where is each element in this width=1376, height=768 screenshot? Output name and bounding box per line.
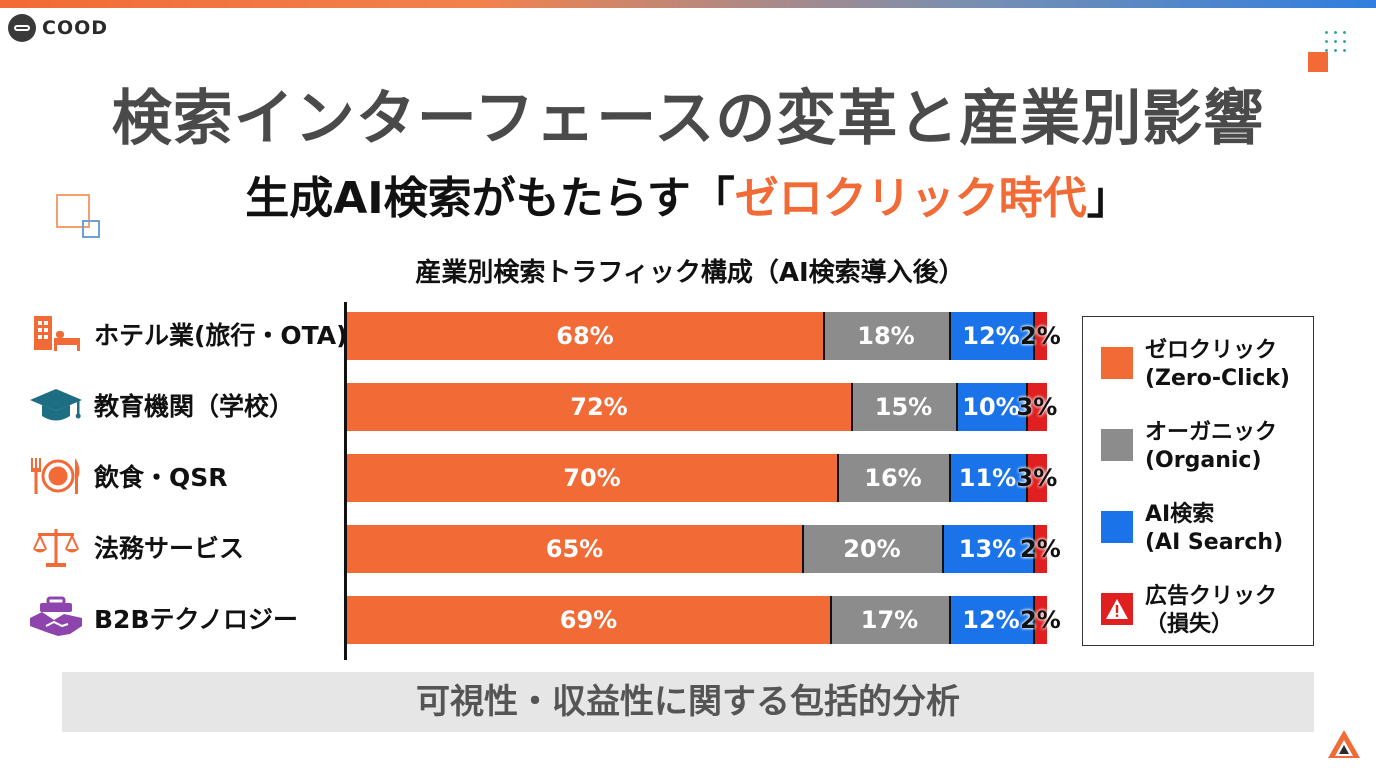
segment-value-label: 10% (962, 393, 1020, 421)
segment-ai-search (956, 383, 1026, 431)
orange-square-icon (1101, 347, 1133, 379)
legend-text: 広告クリック （損失） (1145, 583, 1277, 639)
segment-value-label: 3% (1016, 393, 1058, 421)
scales-icon (26, 523, 86, 571)
bar-track-food: 70% 16% 11% 3% (347, 454, 1057, 502)
segment-value-label: 17% (860, 606, 919, 634)
segment-ai-search (942, 525, 1033, 573)
legend-item-ai-search: AI検索 (AI Search) (1101, 501, 1283, 557)
segment-value-label: 69% (559, 606, 618, 634)
segment-value-label: 18% (857, 322, 915, 350)
segment-organic (851, 383, 956, 431)
chart-legend: ゼロクリック (Zero-Click) オーガニック (Organic) AI検… (1082, 316, 1314, 646)
segment-value-label: 72% (570, 393, 628, 421)
bar-track-b2b: 69% 17% 12% 2% (347, 596, 1061, 644)
category-row-b2b: B2Bテクノロジー (26, 594, 298, 642)
legend-line2: (Organic) (1145, 448, 1262, 473)
subtitle-prefix: 生成AI検索がもたらす「 (245, 173, 735, 224)
page-subtitle: 生成AI検索がもたらす「ゼロクリック時代」 (0, 162, 1376, 226)
subtitle-suffix: 」 (1086, 173, 1131, 224)
corner-logo-icon (1328, 730, 1360, 758)
segment-zero-click (347, 312, 823, 360)
y-axis-line (344, 302, 347, 660)
page-title: 検索インターフェースの変革と産業別影響 (111, 84, 1265, 154)
warning-triangle-icon (1101, 593, 1133, 625)
segment-value-label: 68% (556, 322, 614, 350)
segment-value-label: 2% (1020, 322, 1061, 350)
segment-value-label: 70% (563, 464, 621, 492)
segment-ai-search (949, 312, 1033, 360)
bar-track-education: 72% 15% 10% 3% (347, 383, 1057, 431)
handshake-briefcase-icon (26, 594, 86, 642)
segment-value-label: 3% (1016, 464, 1058, 492)
category-row-food: 飲食・QSR (26, 452, 228, 500)
segment-ai-search (949, 454, 1026, 502)
segment-zero-click (347, 454, 837, 502)
logo-text: COOD (42, 17, 109, 39)
segment-value-label: 65% (545, 535, 604, 563)
segment-value-label: 20% (843, 535, 901, 563)
subtitle-highlight: ゼロクリック時代 (734, 173, 1087, 224)
legend-line2: (AI Search) (1145, 530, 1284, 555)
bar-track-legal: 65% 20% 13% 2% (347, 525, 1061, 573)
category-label: 教育機関（学校） (94, 392, 295, 421)
category-label: ホテル業(旅行・OTA) (94, 321, 348, 350)
graduation-cap-icon (26, 381, 86, 429)
segment-value-label: 2% (1020, 535, 1061, 563)
segment-organic (823, 312, 949, 360)
segment-ad-click (1033, 525, 1047, 573)
legend-line1: ゼロクリック (1145, 338, 1278, 363)
category-row-legal: 法務サービス (26, 523, 244, 571)
segment-ai-search (949, 596, 1033, 644)
legend-item-organic: オーガニック (Organic) (1101, 419, 1277, 475)
category-row-education: 教育機関（学校） (26, 381, 294, 429)
decorative-outline-square-small (82, 220, 100, 238)
segment-ad-click (1033, 596, 1047, 644)
legend-text: AI検索 (AI Search) (1145, 501, 1283, 557)
segment-value-label: 12% (962, 606, 1020, 634)
segment-value-label: 15% (874, 393, 933, 421)
category-label: 法務サービス (94, 534, 245, 563)
footer-banner: 可視性・収益性に関する包括的分析 (62, 672, 1314, 732)
chart-title: 産業別検索トラフィック構成（AI検索導入後） (415, 258, 965, 288)
dining-plate-icon (26, 452, 86, 500)
segment-zero-click (347, 525, 802, 573)
segment-value-label: 13% (958, 535, 1017, 563)
segment-organic (837, 454, 949, 502)
legend-line2: （損失） (1145, 612, 1234, 637)
decorative-square (1308, 52, 1328, 72)
legend-line2: (Zero-Click) (1145, 366, 1290, 391)
segment-ad-click (1026, 454, 1047, 502)
hotel-bed-icon (26, 310, 86, 358)
legend-line1: AI検索 (1145, 502, 1215, 527)
segment-zero-click (347, 383, 851, 431)
segment-value-label: 12% (962, 322, 1020, 350)
decorative-outline-square (56, 194, 90, 228)
brand-logo: COOD (8, 12, 108, 44)
legend-line1: 広告クリック (1145, 584, 1278, 609)
legend-text: ゼロクリック (Zero-Click) (1145, 337, 1290, 393)
legend-item-zero-click: ゼロクリック (Zero-Click) (1101, 337, 1290, 393)
segment-zero-click (347, 596, 830, 644)
logo-face-icon (8, 14, 36, 42)
segment-value-label: 11% (958, 464, 1017, 492)
category-row-hotel: ホテル業(旅行・OTA) (26, 310, 348, 358)
segment-value-label: 16% (864, 464, 922, 492)
legend-text: オーガニック (Organic) (1145, 419, 1277, 475)
segment-ad-click (1026, 383, 1047, 431)
segment-organic (830, 596, 949, 644)
top-accent-bar (0, 0, 1376, 8)
blue-square-icon (1101, 511, 1133, 543)
legend-item-ad-click: 広告クリック （損失） (1101, 583, 1277, 639)
gray-square-icon (1101, 429, 1133, 461)
category-label: 飲食・QSR (94, 463, 228, 492)
legend-line1: オーガニック (1145, 420, 1278, 445)
bar-track-hotel: 68% 18% 12% 2% (347, 312, 1061, 360)
segment-value-label: 2% (1020, 606, 1061, 634)
segment-organic (802, 525, 942, 573)
segment-ad-click (1033, 312, 1047, 360)
category-label: B2Bテクノロジー (94, 605, 299, 634)
